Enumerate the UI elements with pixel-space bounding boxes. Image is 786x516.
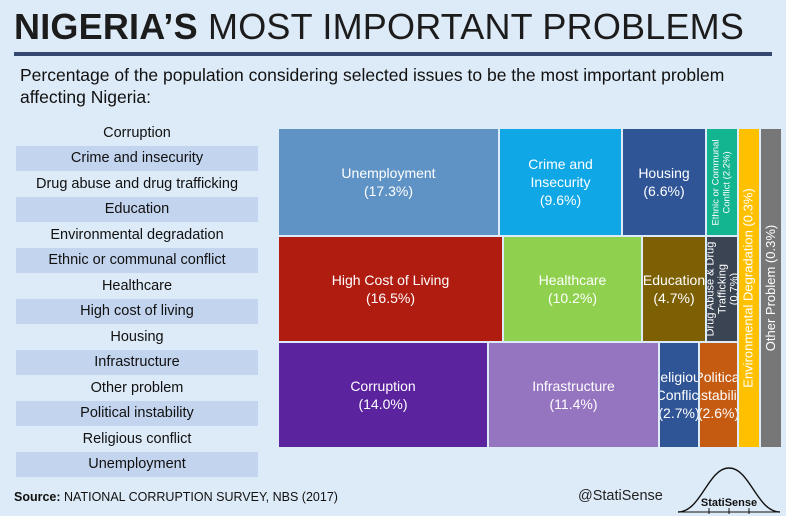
legend-item-label: Religious conflict (82, 430, 192, 447)
tile-label: Crime and Insecurity (9.6%) (528, 155, 593, 209)
treemap-tile: Ethnic or Communal Conflict (2.2%) (706, 128, 738, 236)
legend-item-label: Ethnic or communal conflict (48, 252, 226, 269)
tile-label-line: Healthcare (538, 272, 607, 288)
tile-label-line: Religious (660, 369, 698, 385)
category-legend: Corruption Crime and insecurity Drug abuse… (16, 120, 258, 477)
legend-item: Religious conflict (16, 426, 258, 452)
tile-label: High Cost of Living (16.5%) (332, 271, 450, 307)
legend-item: Political instability (16, 400, 258, 426)
tile-label: Unemployment (17.3%) (341, 164, 435, 200)
tile-label: Healthcare (10.2%) (539, 271, 607, 307)
tile-label-line: Environmental Degradation (0.3%) (741, 188, 756, 388)
source-text: NATIONAL CORRUPTION SURVEY, NBS (2017) (60, 490, 338, 504)
legend-item: Infrastructure (16, 349, 258, 375)
treemap-tile: Crime and Insecurity (9.6%) (499, 128, 622, 236)
treemap-tile: Religious Conflict (2.7%) (659, 342, 699, 448)
legend-item: Education (16, 196, 258, 222)
legend-item: Crime and insecurity (16, 145, 258, 171)
treemap-tile: Other Problem (0.3%) (760, 128, 782, 448)
tile-label: Political Instability (2.6%) (699, 368, 738, 422)
legend-item: Ethnic or communal conflict (16, 247, 258, 273)
title-rule (14, 52, 772, 56)
title-bold: NIGERIA’S (14, 6, 198, 47)
subtitle: Percentage of the population considering… (20, 65, 725, 107)
source-note: Source: NATIONAL CORRUPTION SURVEY, NBS … (14, 490, 338, 504)
treemap-tile: Environmental Degradation (0.3%) (738, 128, 760, 448)
legend-item-label: Other problem (90, 379, 184, 396)
treemap-tile: Housing (6.6%) (622, 128, 706, 236)
legend-item-label: Education (104, 201, 170, 218)
tile-label-line: (2.7%) (659, 405, 699, 421)
tile-label-line: Conflict (2.2%) (721, 150, 732, 214)
legend-item: High cost of living (16, 298, 258, 324)
tile-label-line: Crime and (528, 156, 593, 172)
tile-label-line: (2.6%) (699, 405, 738, 421)
tile-label-line: Unemployment (341, 165, 436, 181)
legend-item-label: Political instability (80, 405, 194, 422)
tile-label-line: (4.7%) (653, 290, 695, 306)
legend-item: Other problem (16, 375, 258, 401)
tile-label-line: (9.6%) (539, 192, 582, 208)
legend-item-label: High cost of living (80, 303, 194, 320)
tile-label-line: Housing (638, 165, 690, 181)
legend-item: Drug abuse and drug trafficking (16, 171, 258, 197)
tile-label-line: (10.2%) (547, 290, 597, 306)
legend-item-label: Environmental degradation (50, 226, 224, 243)
legend-item: Corruption (16, 120, 258, 146)
legend-item-label: Infrastructure (94, 354, 180, 371)
tile-label: Education (4.7%) (643, 271, 705, 307)
page-title: NIGERIA’S MOST IMPORTANT PROBLEMS (14, 6, 774, 50)
tile-label-line: Political (700, 369, 737, 385)
legend-item-label: Crime and insecurity (70, 150, 204, 167)
tile-label: Corruption (14.0%) (350, 377, 415, 413)
legend-item-label: Healthcare (101, 277, 173, 294)
treemap-tile: High Cost of Living (16.5%) (278, 236, 503, 342)
tile-label: Housing (6.6%) (638, 164, 689, 200)
tile-label: Other Problem (0.3%) (763, 224, 778, 352)
tile-label-line: Drug Abuse & Drug (706, 241, 716, 337)
treemap-tile: Infrastructure (11.4%) (488, 342, 659, 448)
treemap-tile: Unemployment (17.3%) (278, 128, 499, 236)
legend-item-label: Unemployment (88, 456, 186, 473)
tile-label-line: Corruption (350, 378, 416, 394)
legend-item: Housing (16, 324, 258, 350)
statisense-logo: StatiSense (677, 467, 781, 514)
tile-label: Religious Conflict (2.7%) (659, 368, 699, 422)
tile-label: Ethnic or Communal Conflict (2.2%) (710, 138, 733, 226)
legend-item: Environmental degradation (16, 222, 258, 248)
legend-item: Healthcare (16, 273, 258, 299)
treemap-chart: Unemployment (17.3%) Crime and Insecurity (9… (278, 128, 782, 448)
legend-item: Unemployment (16, 451, 258, 477)
legend-item-label: Housing (110, 328, 164, 345)
tile-label-line: (0.7%) (728, 272, 738, 306)
tile-label-line: Instability (700, 387, 737, 403)
tile-label-line: (16.5%) (365, 290, 415, 306)
tile-label-line: Other Problem (0.3%) (763, 224, 778, 352)
legend-item-label: Corruption (103, 124, 171, 141)
title-rest: MOST IMPORTANT PROBLEMS (197, 6, 745, 47)
tile-label: Environmental Degradation (0.3%) (741, 188, 756, 388)
tile-label-line: Insecurity (530, 174, 591, 190)
tile-label-line: Conflict (660, 387, 699, 403)
tile-label-line: High Cost of Living (331, 272, 450, 288)
tile-label-line: Infrastructure (532, 378, 615, 394)
logo-text: StatiSense (701, 497, 757, 509)
legend-item-label: Drug abuse and drug trafficking (35, 175, 239, 192)
twitter-handle: @StatiSense (578, 488, 663, 504)
tile-label-line: Ethnic or Communal (710, 138, 722, 226)
tile-label-line: (11.4%) (549, 396, 598, 412)
source-label: Source: (14, 490, 61, 504)
treemap-tile: Corruption (14.0%) (278, 342, 488, 448)
tile-label-line: (17.3%) (363, 183, 414, 199)
treemap-tile: Education (4.7%) (642, 236, 706, 342)
tile-label-line: (14.0%) (358, 396, 408, 412)
tile-label: Infrastructure (11.4%) (532, 377, 614, 413)
tile-label-line: (6.6%) (643, 183, 685, 199)
treemap-tile: Political Instability (2.6%) (699, 342, 738, 448)
tile-label-line: Trafficking (716, 263, 728, 315)
tile-label-line: Education (642, 272, 706, 288)
treemap-tile: Healthcare (10.2%) (503, 236, 642, 342)
